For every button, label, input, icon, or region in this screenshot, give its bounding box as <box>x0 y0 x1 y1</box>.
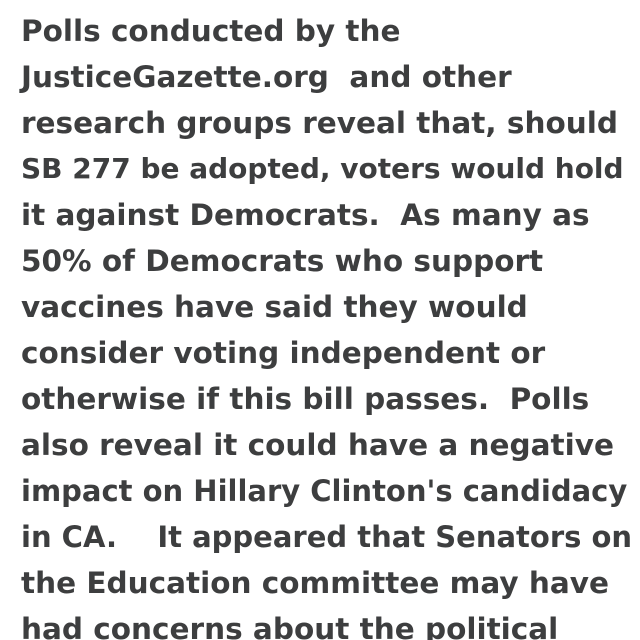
article-line: had concerns about the political <box>21 612 559 640</box>
article-line: also reveal it could have a negative <box>21 428 615 462</box>
article-line: in CA. It appeared that Senators on <box>21 520 633 554</box>
article-line: impact on Hillary Clinton's candidacy <box>21 474 628 508</box>
article-line: the Education committee may have <box>21 566 610 600</box>
article-line: research groups reveal that, should <box>21 106 618 140</box>
article-line: consider voting independent or <box>21 336 546 370</box>
article-line: it against Democrats. As many as <box>21 198 590 232</box>
article-line: SB 277 be adopted, voters would hold <box>21 152 624 185</box>
article-body: Polls conducted by the JusticeGazette.or… <box>21 8 633 640</box>
article-line: otherwise if this bill passes. Polls <box>21 382 590 416</box>
article-line: JusticeGazette.org and other <box>21 60 512 94</box>
article-line: 50% of Democrats who support <box>21 244 544 278</box>
article-line: Polls conducted by the <box>21 14 401 48</box>
article-line: vaccines have said they would <box>21 290 528 324</box>
